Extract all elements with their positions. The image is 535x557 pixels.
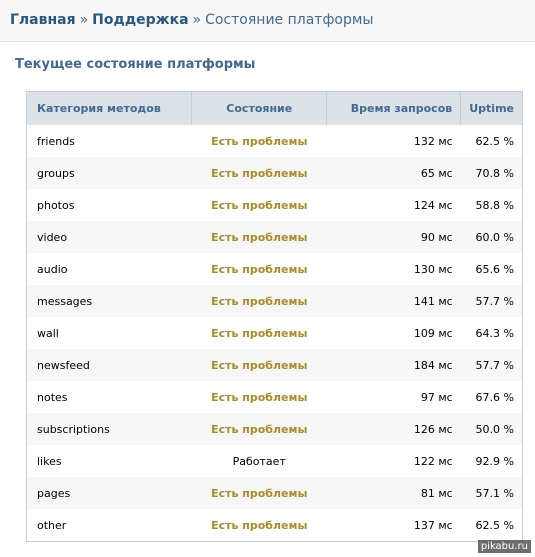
- table-row: wall Есть проблемы 109 мс 64.3 %: [27, 317, 522, 349]
- cell-status: Есть проблемы: [191, 157, 327, 189]
- cell-category: pages: [27, 477, 192, 509]
- cell-request-time: 184 мс: [326, 349, 461, 381]
- cell-request-time: 130 мс: [413, 262, 453, 276]
- cell-status: Есть проблемы: [211, 198, 308, 212]
- cell-uptime: 92.9 %: [475, 454, 514, 468]
- column-header-uptime: Uptime: [460, 92, 522, 125]
- table-row: video Есть проблемы 90 мс 60.0 %: [27, 221, 522, 253]
- cell-status: Есть проблемы: [191, 221, 327, 253]
- breadcrumb-separator: »: [192, 12, 202, 28]
- cell-uptime: 58.8 %: [475, 198, 514, 212]
- table-row: friends Есть проблемы 132 мс 62.5 %: [27, 125, 522, 157]
- cell-uptime: 57.1 %: [460, 477, 522, 509]
- cell-uptime: 57.7 %: [460, 285, 522, 317]
- cell-status: Есть проблемы: [191, 349, 327, 381]
- cell-uptime: 57.7 %: [460, 349, 522, 381]
- cell-uptime: 62.5 %: [475, 134, 514, 148]
- cell-uptime: 65.6 %: [475, 262, 514, 276]
- cell-request-time: 81 мс: [326, 477, 461, 509]
- table-row: notes Есть проблемы 97 мс 67.6 %: [27, 381, 522, 413]
- table-row: other Есть проблемы 137 мс 62.5 %: [27, 509, 522, 541]
- cell-status: Есть проблемы: [191, 477, 327, 509]
- column-header-category: Категория методов: [27, 92, 193, 125]
- table-row: groups Есть проблемы 65 мс 70.8 %: [27, 157, 522, 189]
- cell-request-time: 141 мс: [326, 285, 461, 317]
- cell-status: Есть проблемы: [191, 285, 327, 317]
- table-row: photos Есть проблемы 124 мс 58.8 %: [27, 189, 522, 221]
- cell-category: messages: [27, 285, 192, 317]
- table-row: newsfeed Есть проблемы 184 мс 57.7 %: [27, 349, 522, 381]
- cell-category: video: [27, 221, 192, 253]
- cell-status: Есть проблемы: [191, 413, 327, 445]
- table-row: pages Есть проблемы 81 мс 57.1 %: [27, 477, 522, 509]
- table-row: audio Есть проблемы 130 мс 65.6 %: [27, 253, 522, 285]
- cell-request-time: 97 мс: [420, 390, 453, 404]
- cell-category: wall: [37, 326, 59, 340]
- status-table: Категория методов Состояние Время запрос…: [27, 92, 522, 541]
- breadcrumb-separator: »: [79, 12, 89, 28]
- cell-category: groups: [27, 157, 192, 189]
- column-header-time: Время запросов: [326, 92, 462, 125]
- cell-uptime: 64.3 %: [475, 326, 514, 340]
- cell-category: likes: [37, 454, 62, 468]
- page-title: Текущее состояние платформы: [15, 57, 256, 72]
- cell-category: audio: [37, 262, 68, 276]
- cell-request-time: 124 мс: [413, 198, 453, 212]
- breadcrumb: Главная» Поддержка» Состояние платформы: [0, 0, 535, 42]
- table-row: messages Есть проблемы 141 мс 57.7 %: [27, 285, 522, 317]
- cell-uptime: 70.8 %: [460, 157, 522, 189]
- cell-request-time: 109 мс: [413, 326, 453, 340]
- cell-category: other: [37, 518, 67, 532]
- cell-request-time: 126 мс: [326, 413, 461, 445]
- cell-status: Есть проблемы: [211, 134, 308, 148]
- status-table-container: Категория методов Состояние Время запрос…: [26, 91, 523, 542]
- cell-uptime: 67.6 %: [475, 390, 514, 404]
- cell-category: notes: [37, 390, 68, 404]
- cell-category: subscriptions: [27, 413, 192, 445]
- cell-request-time: 137 мс: [413, 518, 453, 532]
- table-row: likes Работает 122 мс 92.9 %: [27, 445, 522, 477]
- table-header-row: Категория методов Состояние Время запрос…: [27, 92, 522, 125]
- breadcrumb-current: Состояние платформы: [205, 12, 374, 28]
- cell-request-time: 122 мс: [413, 454, 453, 468]
- cell-status: Работает: [232, 454, 286, 468]
- cell-status: Есть проблемы: [211, 390, 308, 404]
- cell-category: photos: [37, 198, 75, 212]
- cell-uptime: 50.0 %: [460, 413, 522, 445]
- cell-status: Есть проблемы: [211, 518, 308, 532]
- cell-request-time: 90 мс: [326, 221, 461, 253]
- breadcrumb-support-link[interactable]: Поддержка: [92, 12, 189, 28]
- table-row: subscriptions Есть проблемы 126 мс 50.0 %: [27, 413, 522, 445]
- cell-request-time: 65 мс: [326, 157, 461, 189]
- cell-category: newsfeed: [27, 349, 192, 381]
- cell-status: Есть проблемы: [211, 262, 308, 276]
- table-body: friends Есть проблемы 132 мс 62.5 % groups Ес…: [27, 125, 522, 541]
- cell-request-time: 132 мс: [413, 134, 453, 148]
- cell-category: friends: [37, 134, 75, 148]
- column-header-status: Состояние: [191, 92, 328, 125]
- breadcrumb-home-link[interactable]: Главная: [10, 12, 76, 28]
- watermark: pikabu.ru: [477, 540, 531, 553]
- cell-uptime: 62.5 %: [475, 518, 514, 532]
- cell-uptime: 60.0 %: [460, 221, 522, 253]
- cell-status: Есть проблемы: [211, 326, 308, 340]
